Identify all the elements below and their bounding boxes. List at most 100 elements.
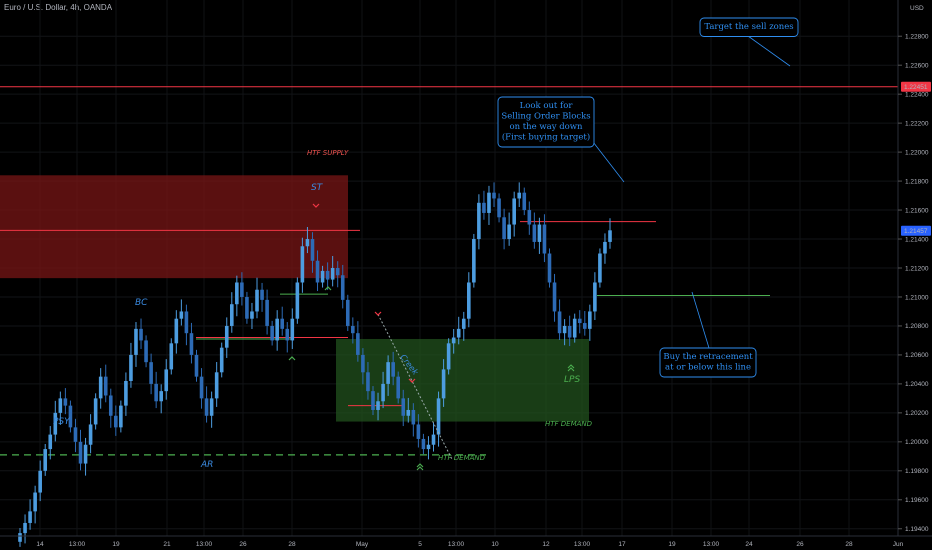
x-tick-label: 24: [745, 541, 753, 548]
y-tick-label: 1.20800: [905, 323, 929, 330]
candle-body: [214, 372, 219, 399]
candle-body: [23, 522, 27, 534]
candle-body: [351, 325, 355, 334]
x-tick-label: 14: [36, 541, 44, 548]
candle-body: [391, 362, 395, 377]
candle-body: [330, 268, 335, 280]
x-tick-label: 28: [288, 541, 296, 548]
candle-body: [456, 328, 461, 338]
y-tick-label: 1.20000: [905, 439, 929, 446]
annotation-label: LPS: [564, 375, 580, 385]
candle-body: [270, 325, 274, 341]
candle-body: [315, 260, 320, 283]
candle-body: [98, 376, 103, 399]
x-tick-label: 13:00: [196, 541, 213, 548]
callout-text: Selling Order Blocks: [501, 112, 590, 122]
callout-box[interactable]: [497, 96, 595, 148]
candle-body: [406, 409, 411, 416]
chart-title: Euro / U.S. Dollar, 4h, OANDA: [4, 3, 113, 12]
y-tick-label: 1.22000: [905, 149, 929, 156]
candle-body: [149, 362, 153, 384]
candle-body: [174, 318, 179, 344]
candle-body: [68, 405, 73, 428]
candle-body: [522, 192, 527, 211]
y-tick-label: 1.21800: [905, 178, 929, 185]
currency-label: USD: [910, 5, 924, 12]
candle-body: [361, 354, 365, 373]
candle-body: [219, 347, 224, 373]
y-tick-label: 1.19600: [905, 497, 929, 504]
x-tick-label: Jun: [893, 541, 904, 548]
price-axis[interactable]: USD 1.22800 1.22600 1.22400 1.22200 1.22000 1…: [897, 0, 931, 536]
candle-body: [48, 434, 53, 450]
levels: [0, 86, 898, 456]
callout-box[interactable]: [699, 17, 799, 37]
candle-body: [401, 398, 406, 416]
time-axis[interactable]: 14 13:00 19 21 13:00 26 28 May 5 13:00 10 12 13:00 17…: [0, 535, 932, 548]
candle-body: [547, 253, 552, 283]
candle-body: [159, 391, 163, 402]
candle-body: [325, 270, 330, 280]
candle-body: [608, 230, 612, 242]
candle-body: [562, 325, 567, 334]
candle-body: [441, 369, 446, 399]
candle-body: [199, 376, 204, 399]
candle-body: [88, 424, 93, 445]
candle-body: [194, 354, 199, 377]
candle-body: [517, 192, 522, 199]
candle-body: [376, 401, 380, 410]
candle-body: [139, 328, 143, 341]
callout-text: (First buying target): [502, 132, 590, 143]
candle-body: [28, 511, 32, 523]
y-tick-label: 1.21400: [905, 236, 929, 243]
zone-label-demand-htf: HTF DEMAND: [438, 454, 486, 462]
x-tick-label: 28: [845, 541, 853, 548]
candle-body: [114, 415, 118, 428]
candle-body: [224, 325, 229, 348]
candle-body: [164, 369, 169, 392]
candle-body: [320, 270, 325, 283]
candle-body: [53, 412, 58, 435]
y-tick-label: 1.21000: [905, 294, 929, 301]
up-arrow-marker: [324, 286, 332, 291]
down-arrow-marker: [408, 378, 416, 383]
candle-body: [487, 192, 491, 213]
candle-body: [154, 383, 158, 402]
candle-body: [83, 444, 88, 464]
candle-body: [356, 333, 360, 355]
candle-body: [103, 376, 108, 396]
callout-box[interactable]: [659, 347, 757, 378]
candle-body: [250, 311, 254, 319]
candle-body: [78, 441, 83, 464]
x-tick-label: 26: [239, 541, 247, 548]
candle-body: [93, 398, 98, 425]
candle-body: [492, 192, 496, 199]
candle-body: [567, 325, 572, 338]
candle-body: [582, 323, 587, 329]
x-tick-label: 17: [618, 541, 626, 548]
candle-body: [184, 311, 189, 334]
candle-body: [300, 246, 305, 283]
candle-body: [260, 289, 264, 300]
candle-body: [386, 362, 390, 384]
candle-body: [335, 268, 340, 276]
x-tick-label: 13:00: [703, 541, 720, 548]
candle-body: [108, 395, 113, 416]
candle-body: [421, 438, 426, 450]
candle-body: [189, 333, 194, 355]
candle-body: [472, 239, 476, 283]
annotation-label: PSY: [53, 417, 71, 427]
zone-rect[interactable]: [0, 175, 348, 279]
candle-body: [411, 409, 416, 425]
y-tick-label: 1.20200: [905, 410, 929, 417]
callout-text: Look out for: [520, 101, 574, 111]
candle-body: [572, 318, 577, 338]
y-tick-label: 1.22600: [905, 62, 929, 69]
callout-text: on the way down: [509, 122, 583, 132]
candle-body: [497, 198, 501, 218]
candle-body: [18, 533, 22, 542]
candle-body: [43, 449, 48, 471]
candle-body: [285, 328, 290, 341]
candle-body: [179, 311, 184, 319]
